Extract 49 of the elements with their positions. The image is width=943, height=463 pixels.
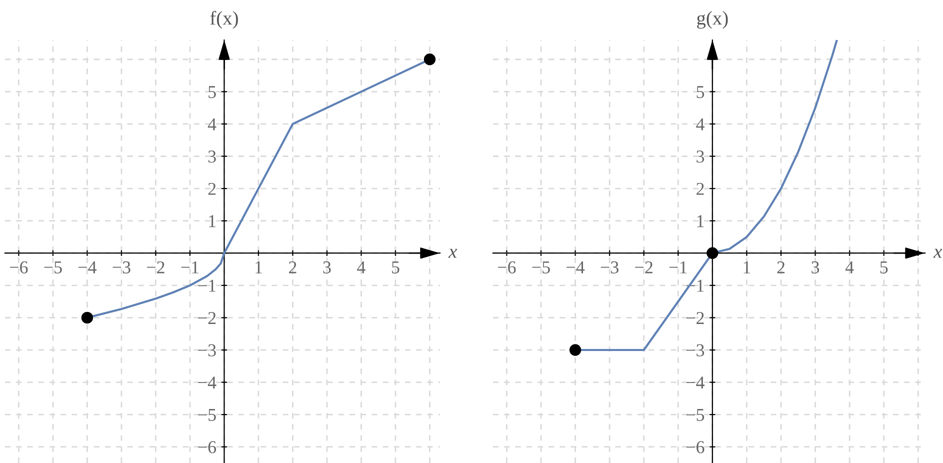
y-tick-label: 1 [697, 215, 704, 228]
y-tick-label: 3 [696, 150, 704, 163]
x-tick-label: 4 [845, 261, 854, 274]
y-tick-label: −6 [686, 441, 704, 454]
x-tick-label: 2 [777, 261, 785, 274]
y-axis-title: g(x) [697, 11, 728, 29]
y-tick-label: −6 [198, 441, 216, 454]
x-tick-label: 1 [256, 261, 262, 274]
y-tick-label: 4 [696, 118, 705, 130]
y-tick-label: −5 [686, 409, 704, 422]
x-tick-label: 5 [880, 261, 888, 274]
x-tick-label: −4 [78, 261, 97, 274]
y-tick-label: 5 [696, 86, 704, 98]
point [424, 54, 436, 66]
x-tick-label: −6 [10, 261, 28, 274]
x-tick-label: 2 [288, 261, 296, 274]
y-tick-label: −3 [686, 344, 704, 356]
x-tick-label: 4 [357, 261, 366, 274]
y-tick-label: −4 [686, 376, 705, 389]
x-tick-label: −5 [44, 261, 62, 274]
x-tick-label: −3 [112, 261, 130, 274]
y-tick-label: −5 [198, 409, 216, 422]
y-axis-title: f(x) [210, 10, 238, 29]
x-tick-label: −3 [600, 261, 618, 274]
x-tick-label: −6 [498, 261, 516, 274]
x-axis-title: x [933, 248, 942, 258]
x-tick-label: −4 [566, 261, 585, 274]
x-tick-label: 3 [323, 261, 331, 274]
x-tick-label: −1 [669, 261, 687, 274]
x-tick-label: 5 [392, 261, 400, 274]
x-tick-label: −2 [635, 261, 652, 274]
y-tick-label: −3 [198, 344, 216, 356]
x-tick-label: −1 [181, 261, 198, 274]
y-tick-label: 5 [208, 86, 216, 98]
y-tick-label: 3 [208, 150, 216, 163]
point [81, 312, 94, 324]
y-tick-label: 4 [208, 118, 216, 130]
x-tick-label: 3 [812, 261, 820, 274]
y-tick-label: 2 [696, 182, 704, 195]
x-axis-title: x [448, 248, 458, 258]
y-tick-label: −4 [198, 376, 216, 389]
y-tick-label: −1 [198, 280, 216, 292]
y-tick-label: 2 [208, 182, 216, 195]
y-tick-label: −2 [686, 312, 704, 324]
x-tick-label: 1 [744, 261, 750, 274]
x-tick-label: −2 [147, 261, 164, 274]
y-tick-label: 1 [209, 215, 216, 228]
y-tick-label: −2 [198, 312, 216, 324]
x-tick-label: −5 [532, 261, 550, 274]
